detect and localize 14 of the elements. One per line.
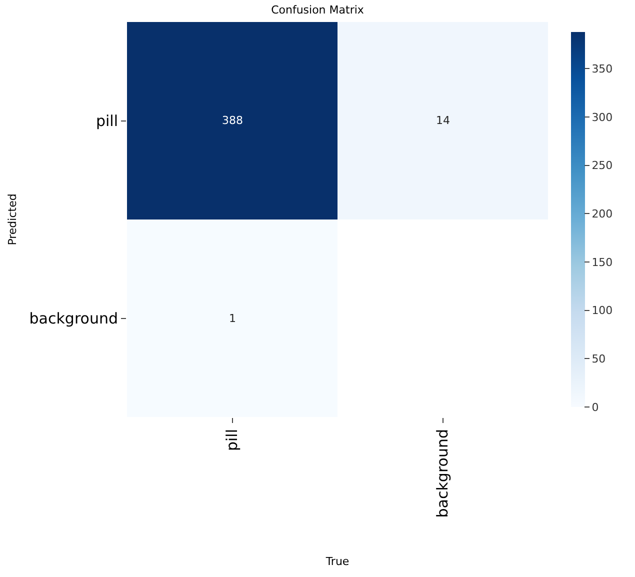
color-bar-label: 50: [592, 352, 606, 366]
color-bar-label: 350: [592, 62, 613, 76]
color-bar-label: 250: [592, 159, 613, 172]
y-axis-title: Predicted: [6, 194, 19, 246]
color-bar-label: 300: [592, 110, 613, 124]
x-axis-title: True: [324, 554, 350, 568]
color-bar-label: 100: [592, 304, 613, 318]
color-bar-label: 200: [592, 208, 613, 221]
color-bar-label: 0: [592, 400, 599, 414]
data-label: 1: [229, 312, 236, 325]
data-label: 388: [222, 114, 243, 127]
color-bar-label: 150: [592, 256, 613, 269]
data-label: 14: [436, 114, 450, 127]
chart-title: Confusion Matrix: [271, 3, 364, 16]
